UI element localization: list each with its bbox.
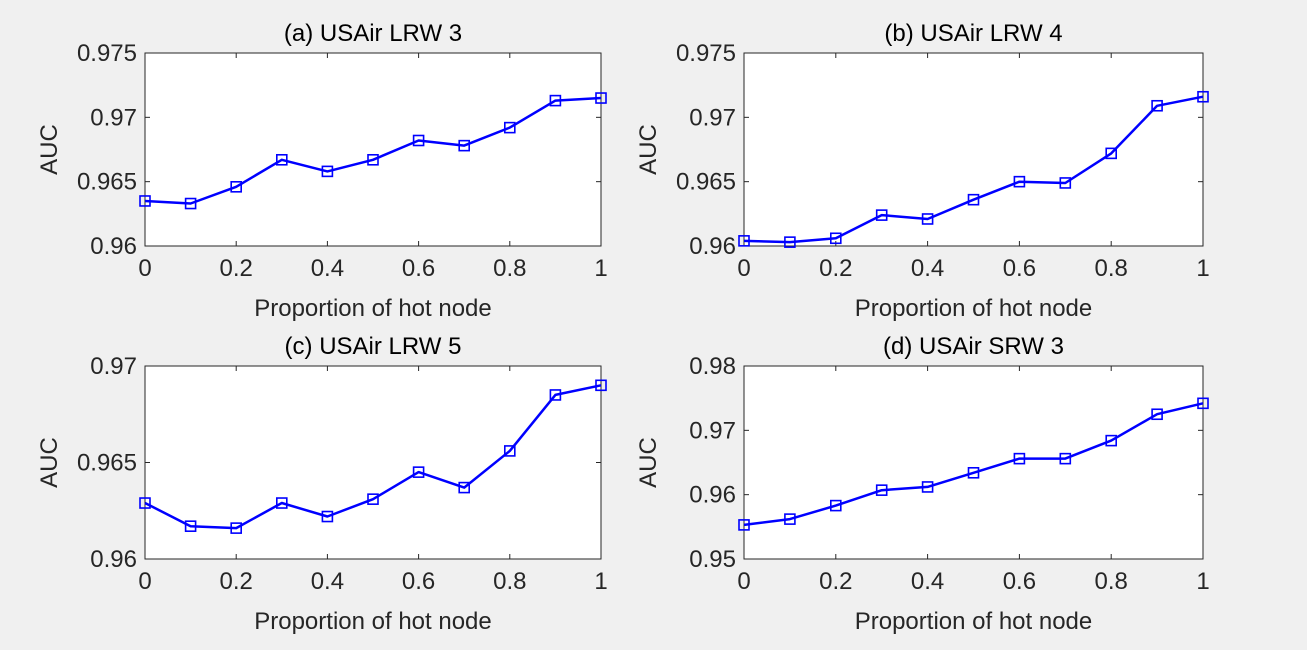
x-axis-label: Proportion of hot node [855, 608, 1093, 635]
x-tick-label: 0.8 [1095, 568, 1128, 595]
x-axis-label: Proportion of hot node [254, 608, 492, 635]
x-tick-label: 0 [138, 255, 151, 282]
x-tick-label: 0.8 [1095, 255, 1128, 282]
y-tick-label: 0.97 [90, 353, 137, 380]
x-tick-label: 1 [594, 255, 607, 282]
y-tick-label: 0.965 [77, 450, 137, 477]
chart-panel-1: 0 0.2 0.4 0.6 0.8 1 0.96 0.965 0.97 0.975 (a) USAi… [36, 20, 608, 322]
y-tick-label: 0.96 [90, 546, 137, 573]
x-tick-label: 0.6 [402, 255, 435, 282]
x-tick-label: 0.2 [220, 255, 253, 282]
y-tick-label: 0.98 [689, 353, 736, 380]
y-tick-label: 0.96 [90, 233, 137, 260]
x-tick-label: 0.4 [911, 255, 944, 282]
y-axis-label: AUC [635, 124, 662, 175]
x-tick-label: 0 [138, 568, 151, 595]
y-tick-label: 0.96 [689, 233, 736, 260]
chart-title: (b) USAir LRW 4 [884, 20, 1062, 47]
y-axis-label: AUC [36, 437, 63, 488]
x-tick-label: 0 [737, 255, 750, 282]
x-tick-label: 1 [1196, 255, 1209, 282]
y-tick-label: 0.97 [90, 104, 137, 131]
x-tick-label: 0.4 [911, 568, 944, 595]
x-tick-label: 0.6 [402, 568, 435, 595]
x-tick-label: 1 [1196, 568, 1209, 595]
chart-title: (a) USAir LRW 3 [284, 20, 462, 47]
y-tick-label: 0.95 [689, 546, 736, 573]
plot-area [744, 366, 1203, 559]
x-tick-label: 0.2 [819, 568, 852, 595]
plot-area [744, 53, 1203, 246]
chart-panel-3: 0 0.2 0.4 0.6 0.8 1 0.96 0.965 0.97 (c) USAir LRW… [36, 333, 608, 635]
chart-panel-4: 0 0.2 0.4 0.6 0.8 1 0.95 0.96 0.97 0.98 (d) USAir … [635, 333, 1210, 635]
plot-area [145, 53, 601, 246]
y-axis-label: AUC [635, 437, 662, 488]
x-tick-label: 0.2 [220, 568, 253, 595]
x-tick-label: 0.4 [311, 568, 344, 595]
chart-panel-2: 0 0.2 0.4 0.6 0.8 1 0.96 0.965 0.97 0.975 (b) USAi… [635, 20, 1210, 322]
y-tick-label: 0.975 [77, 40, 137, 67]
chart-title: (c) USAir LRW 5 [285, 333, 462, 360]
x-tick-label: 0.4 [311, 255, 344, 282]
plot-area [145, 366, 601, 559]
x-tick-label: 0.6 [1003, 255, 1036, 282]
chart-title: (d) USAir SRW 3 [883, 333, 1064, 360]
x-axis-label: Proportion of hot node [855, 295, 1093, 322]
y-tick-label: 0.97 [689, 104, 736, 131]
x-axis-label: Proportion of hot node [254, 295, 492, 322]
y-tick-label: 0.97 [689, 417, 736, 444]
x-tick-label: 1 [594, 568, 607, 595]
x-tick-label: 0.2 [819, 255, 852, 282]
y-tick-label: 0.96 [689, 482, 736, 509]
x-tick-label: 0 [737, 568, 750, 595]
y-tick-label: 0.965 [676, 169, 736, 196]
x-tick-label: 0.6 [1003, 568, 1036, 595]
y-tick-label: 0.965 [77, 169, 137, 196]
y-axis-label: AUC [36, 124, 63, 175]
y-tick-label: 0.975 [676, 40, 736, 67]
x-tick-label: 0.8 [493, 255, 526, 282]
x-tick-label: 0.8 [493, 568, 526, 595]
